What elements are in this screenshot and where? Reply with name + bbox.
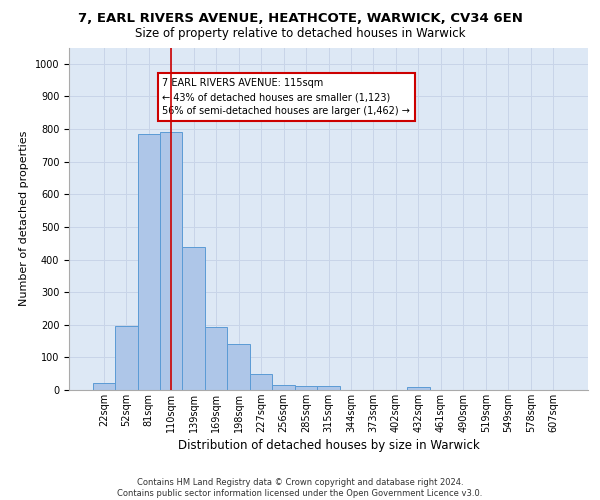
Bar	[160, 132, 182, 390]
Bar	[317, 386, 340, 390]
Text: 7 EARL RIVERS AVENUE: 115sqm
← 43% of detached houses are smaller (1,123)
56% of: 7 EARL RIVERS AVENUE: 115sqm ← 43% of de…	[163, 78, 410, 116]
Bar	[250, 374, 272, 390]
Bar	[182, 247, 205, 390]
Bar	[295, 386, 317, 390]
X-axis label: Distribution of detached houses by size in Warwick: Distribution of detached houses by size …	[178, 439, 479, 452]
Bar	[407, 386, 430, 390]
Text: 7, EARL RIVERS AVENUE, HEATHCOTE, WARWICK, CV34 6EN: 7, EARL RIVERS AVENUE, HEATHCOTE, WARWIC…	[77, 12, 523, 26]
Bar	[115, 326, 137, 390]
Bar	[205, 328, 227, 390]
Bar	[137, 134, 160, 390]
Y-axis label: Number of detached properties: Number of detached properties	[19, 131, 29, 306]
Bar	[92, 384, 115, 390]
Text: Contains HM Land Registry data © Crown copyright and database right 2024.
Contai: Contains HM Land Registry data © Crown c…	[118, 478, 482, 498]
Bar	[227, 344, 250, 390]
Bar	[272, 385, 295, 390]
Text: Size of property relative to detached houses in Warwick: Size of property relative to detached ho…	[135, 28, 465, 40]
